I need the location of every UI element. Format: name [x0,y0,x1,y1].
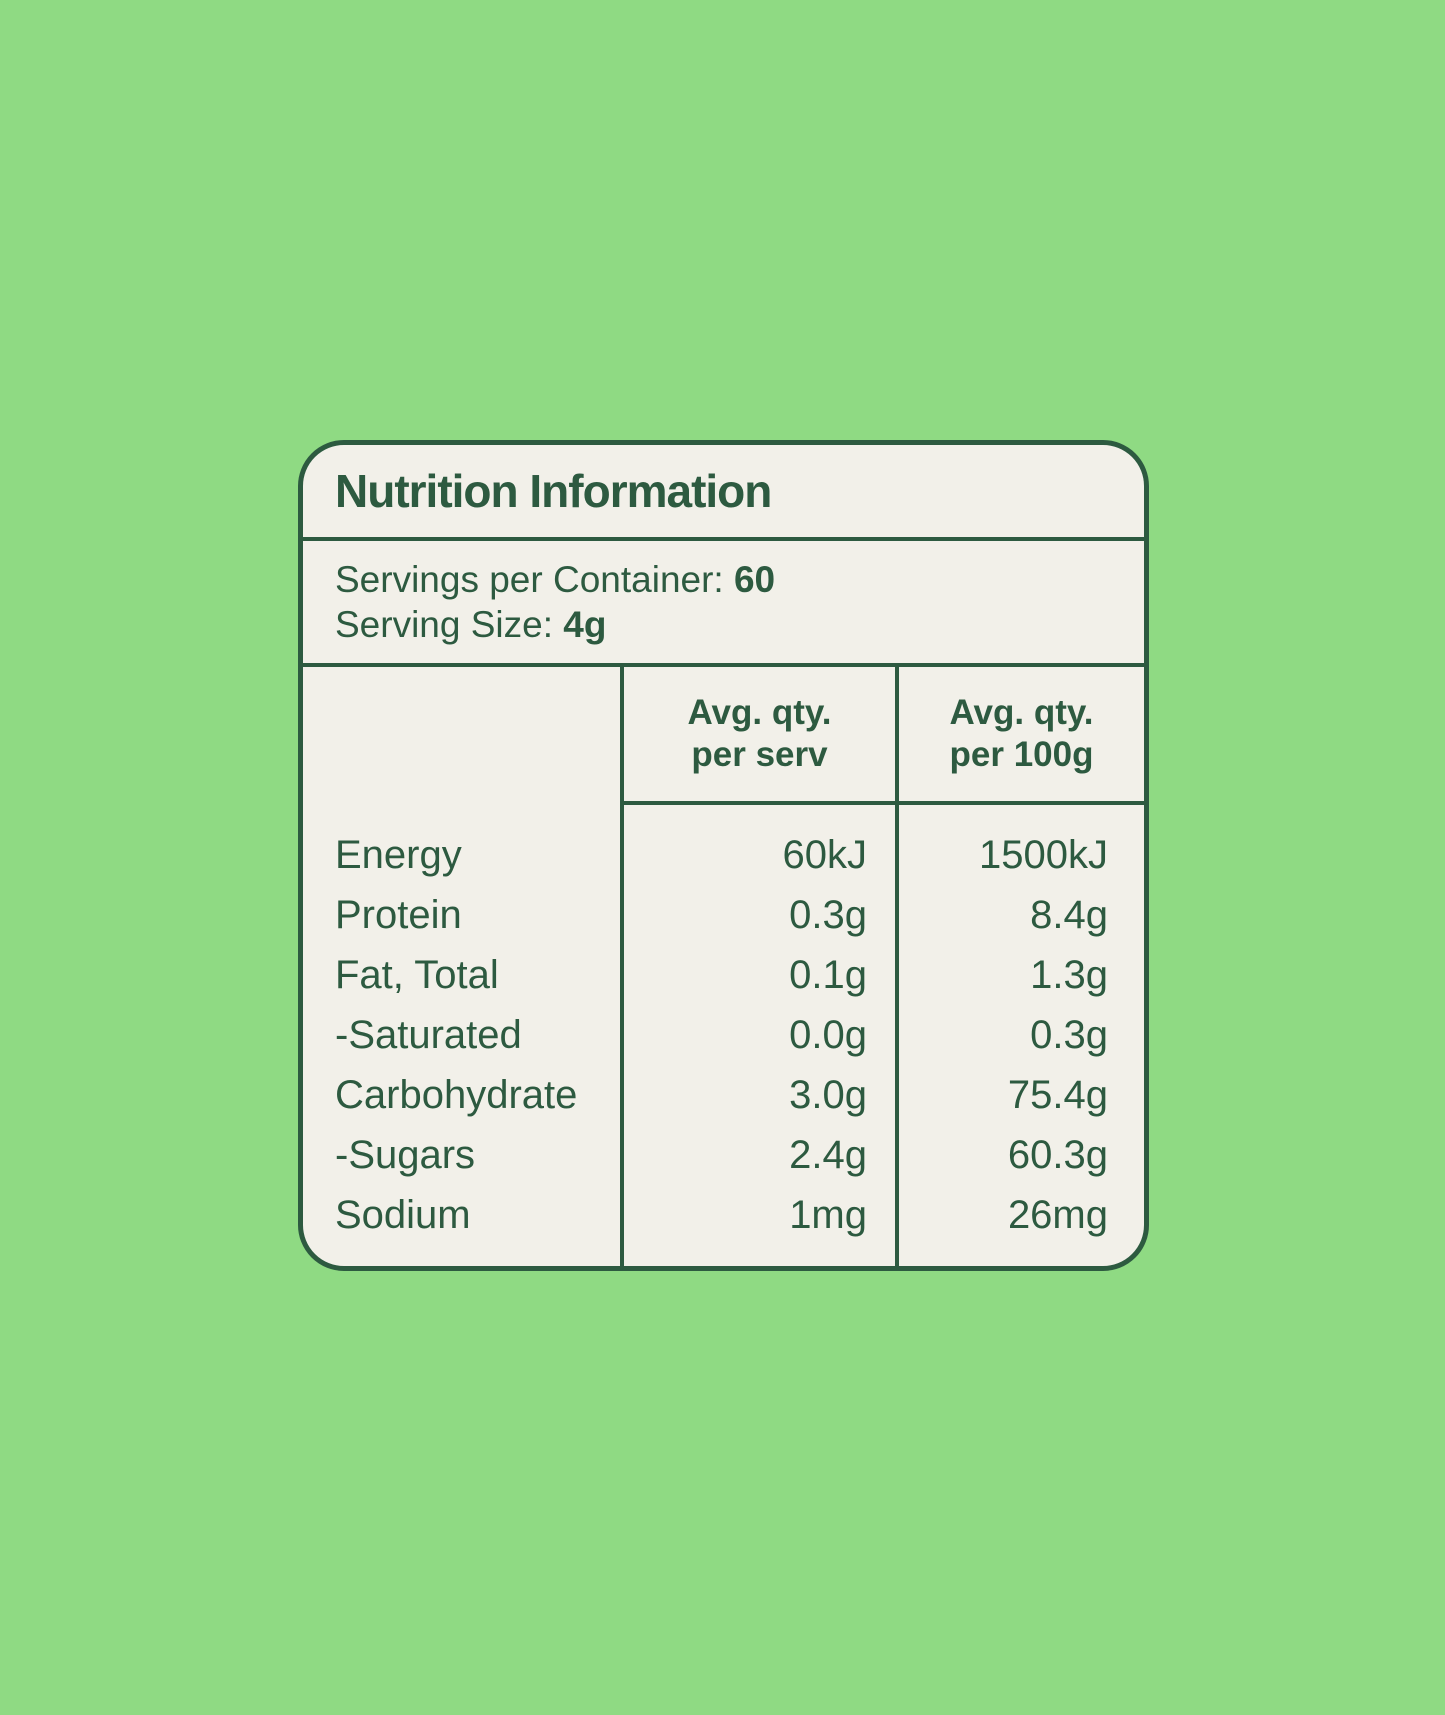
protein-per-serv: 0.3g [789,893,867,937]
carbohydrate-per-100g: 75.4g [1007,1073,1108,1117]
nutrient-label-saturated: -Saturated [335,1013,522,1057]
col-header-per-serv: Avg. qty. per serv [620,667,895,805]
nutrient-label-sugars: -Sugars [335,1133,476,1177]
table-body: Energy Protein Fat, Total -Saturated Car… [303,805,1144,1266]
serving-size: Serving Size: 4g [335,602,1112,647]
col-header-per-serv-line2: per serv [691,735,828,774]
nutrient-label-sodium: Sodium [335,1193,471,1237]
nutrient-labels-column: Energy Protein Fat, Total -Saturated Car… [303,805,620,1266]
fat-total-per-100g: 1.3g [1030,953,1108,997]
nutrition-table: Avg. qty. per serv Avg. qty. per 100g En… [303,667,1144,1266]
col-header-per-serv-line1: Avg. qty. [687,693,832,732]
sugars-per-100g: 60.3g [1007,1133,1108,1177]
saturated-per-serv: 0.0g [789,1013,867,1057]
serving-section: Servings per Container: 60 Serving Size:… [303,541,1144,667]
protein-per-100g: 8.4g [1030,893,1108,937]
nutrient-label-protein: Protein [335,893,462,937]
carbohydrate-per-serv: 3.0g [789,1073,867,1117]
nutrient-label-fat-total: Fat, Total [335,953,499,997]
energy-per-100g: 1500kJ [979,833,1108,877]
sugars-per-serv: 2.4g [789,1133,867,1177]
per-100g-values-column: 1500kJ 8.4g 1.3g 0.3g 75.4g 60.3g 26mg [895,805,1144,1266]
sodium-per-100g: 26mg [1007,1193,1108,1237]
title-section: Nutrition Information [303,445,1144,541]
sodium-per-serv: 1mg [789,1193,867,1237]
servings-per-container: Servings per Container: 60 [335,557,1112,602]
card-title: Nutrition Information [335,465,772,517]
col-header-per-100g-line2: per 100g [949,735,1094,774]
saturated-per-100g: 0.3g [1030,1013,1108,1057]
nutrition-card: Nutrition Information Servings per Conta… [298,440,1149,1271]
serving-size-label: Serving Size: [335,604,553,645]
servings-per-container-value: 60 [733,559,776,600]
col-header-per-100g-line1: Avg. qty. [949,693,1094,732]
col-header-nutrient [303,667,620,805]
servings-per-container-label: Servings per Container: [335,559,724,600]
fat-total-per-serv: 0.1g [789,953,867,997]
nutrient-label-energy: Energy [335,833,462,877]
per-serv-values-column: 60kJ 0.3g 0.1g 0.0g 3.0g 2.4g 1mg [620,805,895,1266]
table-header-row: Avg. qty. per serv Avg. qty. per 100g [303,667,1144,805]
energy-per-serv: 60kJ [782,833,868,877]
col-header-per-100g: Avg. qty. per 100g [895,667,1144,805]
serving-size-value: 4g [563,604,607,645]
nutrient-label-carbohydrate: Carbohydrate [335,1073,578,1117]
